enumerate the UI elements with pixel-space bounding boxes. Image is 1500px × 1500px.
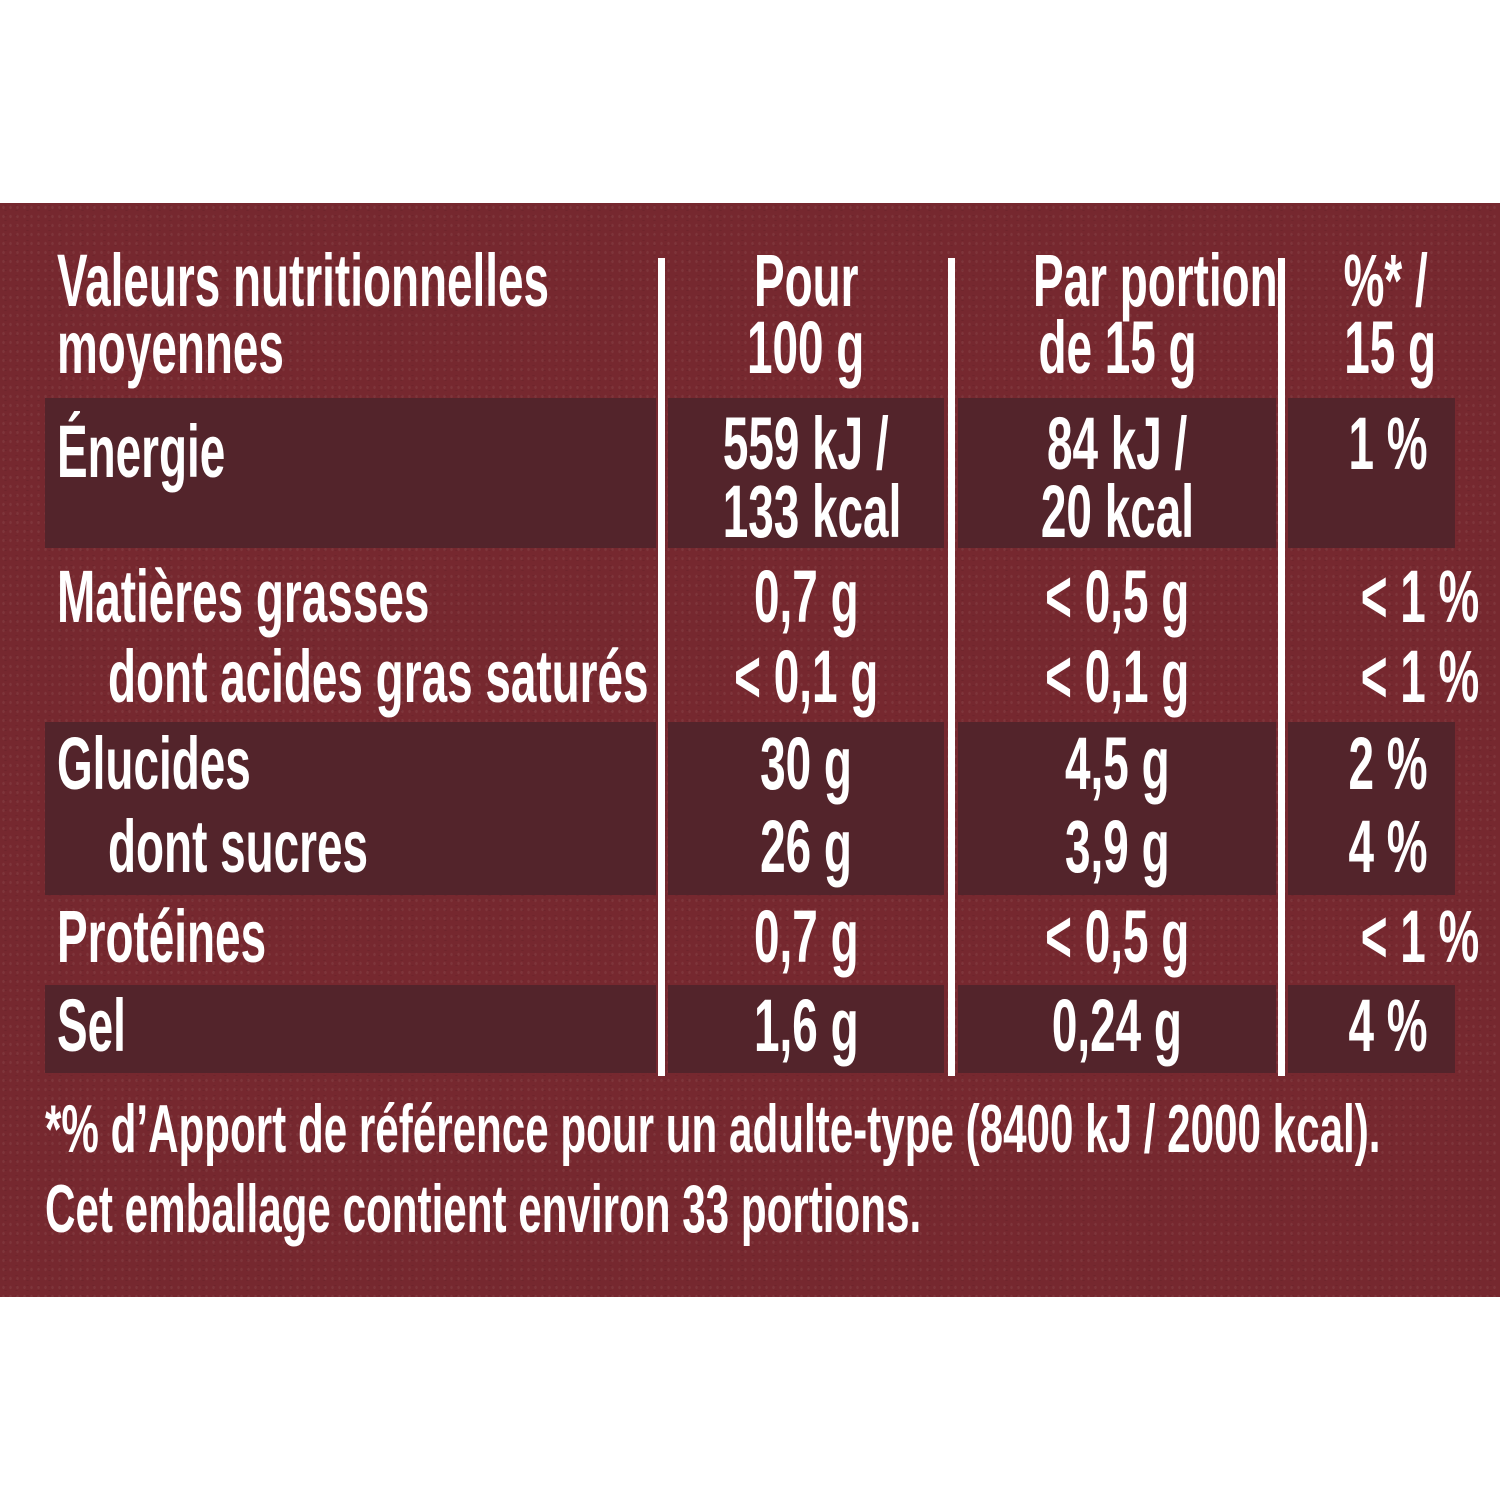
energy-pct: 1 %	[1348, 402, 1428, 485]
value-portion: 3,9 g	[1064, 805, 1170, 888]
header-per100: Pour	[753, 239, 859, 322]
column-divider	[658, 258, 665, 1076]
header-per-portion: de 15 g	[1037, 306, 1197, 389]
header-label: moyennes	[57, 306, 284, 389]
energy-portion: 20 kcal	[1040, 470, 1194, 553]
row-label: Sel	[57, 984, 126, 1067]
value-pct: < 1 %	[1360, 555, 1480, 638]
row-label-energy: Énergie	[57, 410, 226, 493]
value-portion: 0,24 g	[1051, 984, 1183, 1067]
row-label: dont sucres	[108, 805, 369, 888]
value-pct: 4 %	[1348, 984, 1428, 1067]
header-label: Valeurs nutritionnelles	[57, 239, 550, 322]
energy-per100: 133 kcal	[722, 470, 902, 553]
row-label: Matières grasses	[57, 555, 430, 638]
value-per100: 1,6 g	[753, 984, 859, 1067]
value-pct: 2 %	[1348, 722, 1428, 805]
value-pct: 4 %	[1348, 805, 1428, 888]
value-portion: 4,5 g	[1064, 722, 1170, 805]
value-per100: 30 g	[760, 722, 852, 805]
value-portion: < 0,5 g	[1044, 555, 1190, 638]
energy-portion: 84 kJ /	[1046, 402, 1188, 485]
footnote-reference-intake: *% d’Apport de référence pour un adulte-…	[45, 1091, 1381, 1167]
value-per100: 0,7 g	[753, 555, 859, 638]
value-per100: 26 g	[760, 805, 852, 888]
header-per-portion: Par portion	[1032, 239, 1278, 322]
value-per100: 0,7 g	[753, 895, 859, 978]
value-portion: < 0,1 g	[1044, 635, 1190, 718]
column-divider	[1278, 258, 1285, 1076]
row-label: Glucides	[57, 722, 251, 805]
row-label: dont acides gras saturés	[108, 635, 649, 718]
footnote-portions: Cet emballage contient environ 33 portio…	[45, 1171, 922, 1247]
value-portion: < 0,5 g	[1044, 895, 1190, 978]
header-pct: 15 g	[1344, 306, 1437, 389]
energy-per100: 559 kJ /	[723, 402, 889, 485]
header-per100: 100 g	[747, 306, 865, 389]
value-pct: < 1 %	[1360, 895, 1480, 978]
row-label: Protéines	[57, 895, 267, 978]
value-per100: < 0,1 g	[733, 635, 879, 718]
value-pct: < 1 %	[1360, 635, 1480, 718]
header-pct: %* /	[1343, 239, 1428, 322]
column-divider	[948, 258, 955, 1076]
